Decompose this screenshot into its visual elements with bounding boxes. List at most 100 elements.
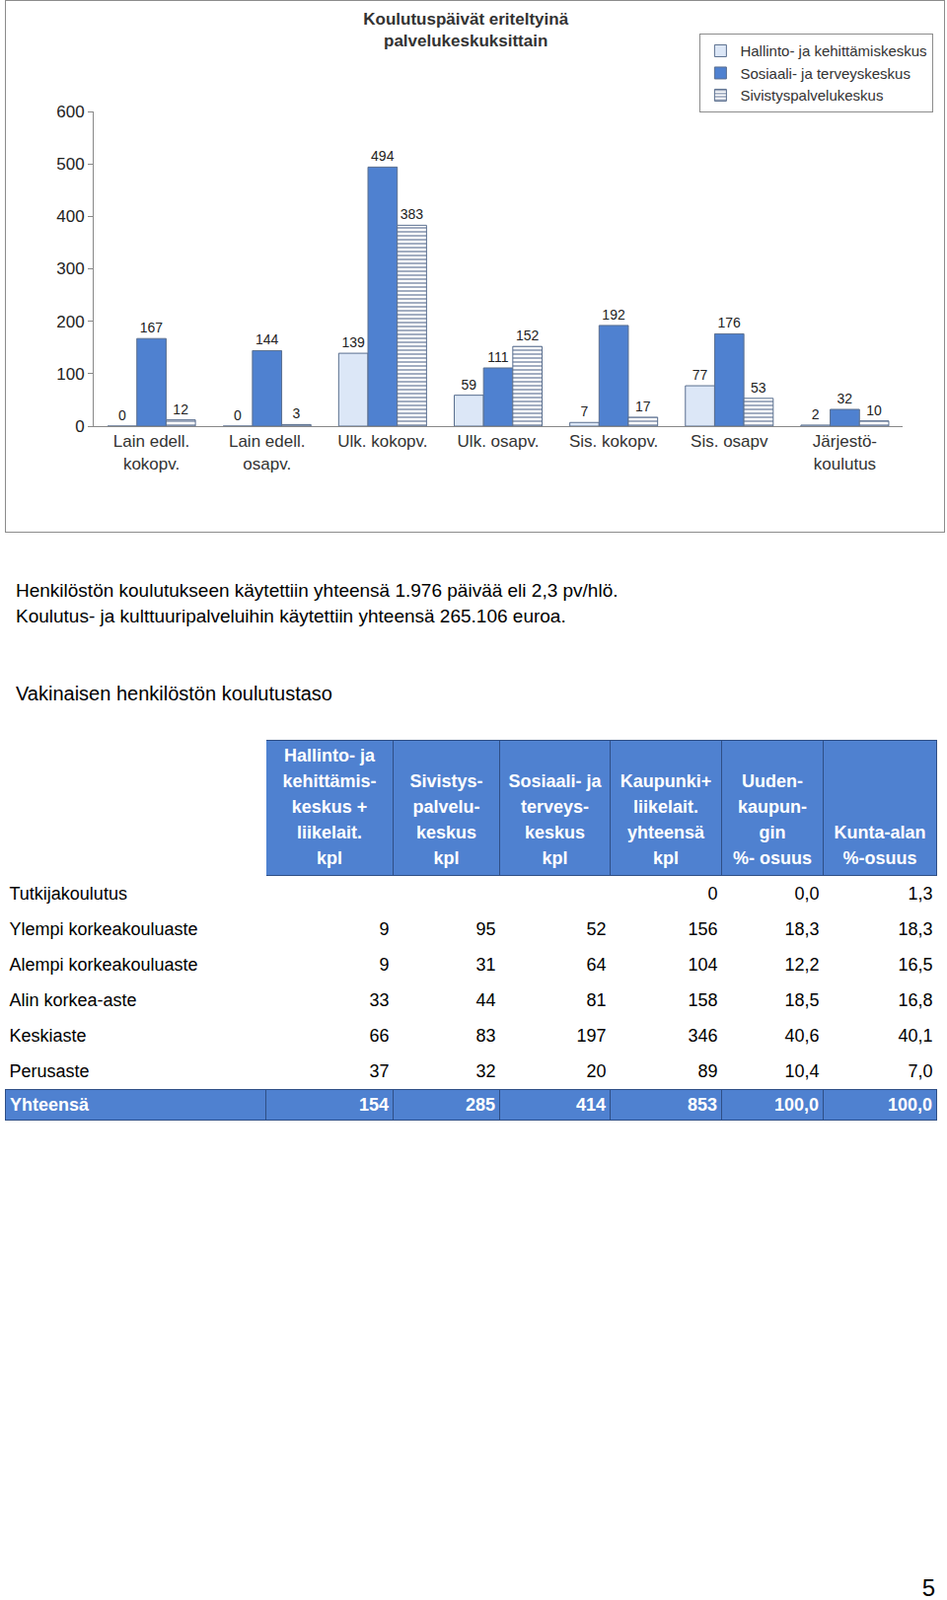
html-text:37: 37 (369, 1060, 390, 1081)
svg-text:192: 192 (601, 306, 626, 323)
svg-text:7: 7 (580, 403, 588, 420)
svg-text:Ulk. osapv.: Ulk. osapv. (457, 432, 540, 451)
html-text:40,1: 40,1 (898, 1025, 933, 1046)
svg-text:176: 176 (717, 314, 741, 331)
html-text:Kaupunki+: Kaupunki+ (620, 771, 712, 792)
html-text:66: 66 (369, 1025, 390, 1046)
html-text:Tutkijakoulutus: Tutkijakoulutus (9, 883, 128, 904)
svg-text:0: 0 (74, 417, 84, 437)
html-text:Keskiaste: Keskiaste (9, 1025, 87, 1046)
html-text:346: 346 (688, 1025, 718, 1046)
html-text:104: 104 (688, 954, 718, 975)
svg-text:0: 0 (118, 407, 127, 424)
html-text:12,2: 12,2 (784, 954, 820, 975)
svg-text:Sivistyspalvelukeskus: Sivistyspalvelukeskus (739, 86, 883, 104)
html-text:Sosiaali- ja: Sosiaali- ja (508, 771, 602, 792)
html-text:10,4: 10,4 (784, 1060, 820, 1081)
html-text:89: 89 (697, 1060, 718, 1081)
html-text:kpl: kpl (316, 848, 343, 869)
svg-text:200: 200 (56, 312, 84, 332)
html-text:Koulutus- ja kulttuuripalvelui: Koulutus- ja kulttuuripalveluihin käytet… (15, 605, 566, 627)
svg-text:300: 300 (56, 259, 84, 279)
html-text:40,6: 40,6 (784, 1025, 820, 1046)
html-text:414: 414 (576, 1094, 606, 1115)
html-text:Henkilöstön koulutukseen käyte: Henkilöstön koulutukseen käytettiin yhte… (15, 580, 619, 601)
html-text:keskus: keskus (416, 822, 477, 843)
html-text:yhteensä: yhteensä (627, 822, 705, 843)
svg-text:167: 167 (140, 319, 164, 336)
svg-text:494: 494 (370, 147, 395, 164)
svg-text:77: 77 (692, 366, 709, 383)
svg-text:Järjestö-koulutus: Järjestö-koulutus (812, 432, 877, 473)
svg-text:17: 17 (635, 398, 652, 415)
html-text:Uuden-: Uuden- (741, 771, 803, 792)
svg-text:Ulk. kokopv.: Ulk. kokopv. (337, 432, 428, 451)
html-text:32: 32 (475, 1060, 496, 1081)
svg-text:3: 3 (291, 405, 300, 422)
svg-text:Lain edell.osapv.: Lain edell.osapv. (228, 432, 306, 473)
svg-text:144: 144 (255, 331, 280, 348)
svg-text:Sis. kokopv.: Sis. kokopv. (569, 432, 658, 451)
svg-text:500: 500 (56, 154, 84, 174)
html-text:0,0: 0,0 (794, 883, 820, 904)
svg-text:2: 2 (811, 406, 820, 423)
html-text:%- osuus: %- osuus (732, 848, 812, 869)
html-text:16,8: 16,8 (898, 989, 933, 1010)
html-text:Ylempi korkeakouluaste: Ylempi korkeakouluaste (9, 918, 198, 939)
svg-text:Sis. osapv: Sis. osapv (690, 432, 769, 451)
svg-text:53: 53 (750, 379, 767, 396)
html-text:Hallinto- ja: Hallinto- ja (284, 745, 375, 766)
html-text:158: 158 (688, 989, 718, 1010)
html-text:33: 33 (369, 989, 390, 1010)
html-text:Perusaste: Perusaste (9, 1060, 90, 1081)
html-text:285: 285 (465, 1094, 496, 1115)
html-text:Sivistys-: Sivistys- (409, 771, 483, 792)
html-text:keskus: keskus (524, 822, 585, 843)
html-text:kpl: kpl (542, 848, 568, 869)
svg-text:139: 139 (341, 334, 365, 351)
svg-text:152: 152 (515, 327, 540, 344)
svg-text:Sosiaali- ja terveyskeskus: Sosiaali- ja terveyskeskus (739, 65, 911, 82)
html-text:31: 31 (475, 954, 496, 975)
svg-text:32: 32 (837, 390, 854, 407)
svg-text:100: 100 (56, 364, 84, 384)
html-text:20: 20 (586, 1060, 607, 1081)
html-text:64: 64 (586, 954, 607, 975)
html-text:Alin korkea-aste: Alin korkea-aste (9, 989, 137, 1010)
html-text:16,5: 16,5 (898, 954, 933, 975)
svg-text:Lain edell.kokopv.: Lain edell.kokopv. (113, 432, 191, 473)
html-text:52: 52 (586, 918, 607, 939)
html-text:gin: gin (759, 822, 786, 843)
html-text:83: 83 (475, 1025, 496, 1046)
html-text:kpl: kpl (653, 848, 679, 869)
html-text:1,3: 1,3 (908, 883, 933, 904)
svg-text:400: 400 (56, 207, 84, 226)
html-text:%-osuus: %-osuus (842, 848, 917, 869)
html-text:kehittämis-: kehittämis- (282, 771, 377, 792)
svg-text:12: 12 (172, 401, 189, 418)
html-text:7,0: 7,0 (908, 1060, 933, 1081)
html-text:Yhteensä: Yhteensä (9, 1094, 89, 1115)
html-text:liikelait.: liikelait. (296, 822, 363, 843)
svg-text:600: 600 (56, 102, 84, 122)
html-text:44: 44 (475, 989, 496, 1010)
svg-text:Hallinto- ja kehittämiskeskus: Hallinto- ja kehittämiskeskus (739, 42, 927, 60)
html-text:18,3: 18,3 (784, 918, 820, 939)
html-text:154: 154 (359, 1094, 389, 1115)
svg-text:383: 383 (400, 206, 425, 222)
svg-text:10: 10 (866, 402, 882, 419)
html-text:kpl: kpl (433, 848, 460, 869)
html-text:Kunta-alan: Kunta-alan (834, 822, 926, 843)
html-text:95: 95 (475, 918, 496, 939)
html-text:18,5: 18,5 (784, 989, 820, 1010)
html-text:Vakinaisen henkilöstön koulutu: Vakinaisen henkilöstön koulutustaso (15, 682, 333, 705)
html-text:81: 81 (586, 989, 607, 1010)
svg-text:59: 59 (460, 376, 477, 393)
svg-text:111: 111 (487, 349, 509, 365)
svg-text:Koulutuspäivät eriteltyinäpalv: Koulutuspäivät eriteltyinäpalvelukeskuks… (363, 9, 569, 51)
html-text:156: 156 (688, 918, 718, 939)
html-text:Alempi korkeakouluaste: Alempi korkeakouluaste (9, 954, 198, 975)
svg-text:0: 0 (233, 407, 242, 424)
html-text:18,3: 18,3 (898, 918, 933, 939)
html-text:197: 197 (576, 1025, 607, 1046)
